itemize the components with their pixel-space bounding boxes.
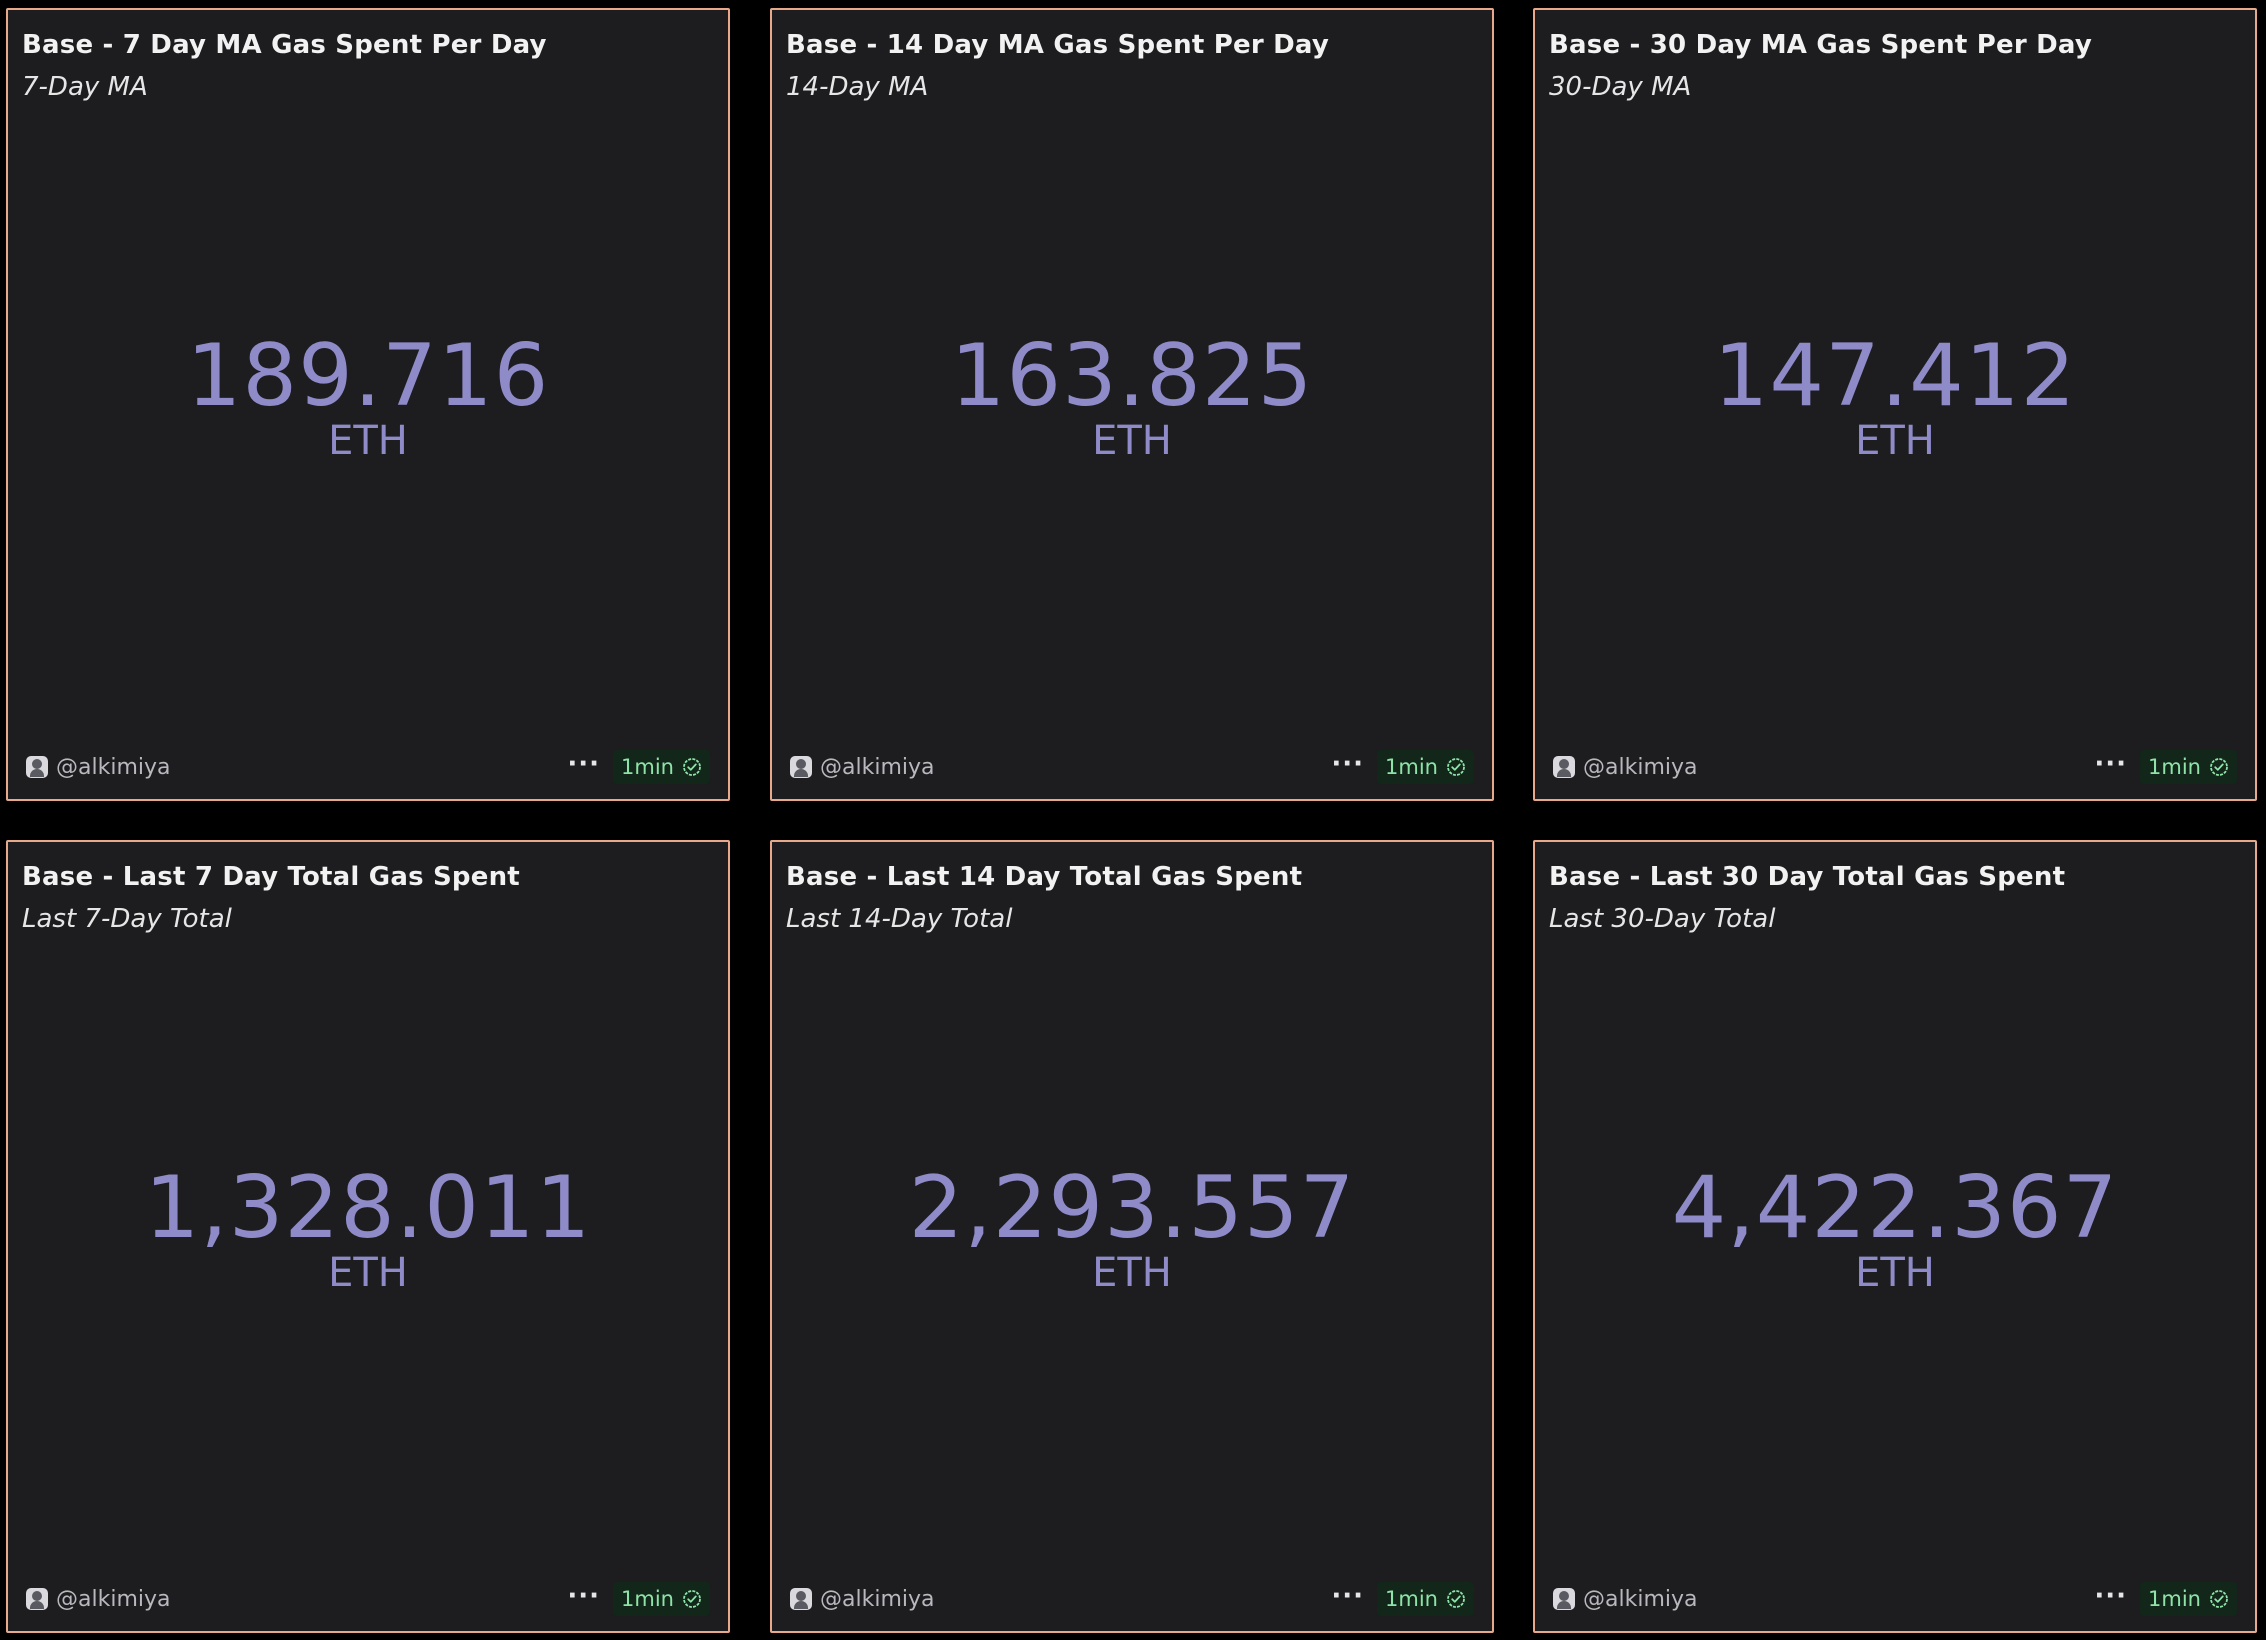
author-link[interactable]: @alkimiya xyxy=(1553,1581,1698,1617)
card-footer: @alkimiya ··· 1min xyxy=(772,1581,1492,1617)
card-subtitle: Last 14-Day Total xyxy=(786,904,1013,934)
card-subtitle: Last 7-Day Total xyxy=(22,904,232,934)
refresh-status-badge[interactable]: 1min xyxy=(613,750,710,784)
more-options-icon[interactable]: ··· xyxy=(1331,749,1364,779)
avatar-icon xyxy=(790,756,812,778)
refresh-status-badge[interactable]: 1min xyxy=(2140,750,2237,784)
check-circle-icon xyxy=(683,758,701,776)
avatar-icon xyxy=(790,1588,812,1610)
counter-value-block: 2,293.557 ETH xyxy=(772,1160,1492,1296)
card-title[interactable]: Base - Last 7 Day Total Gas Spent xyxy=(22,862,520,892)
avatar-icon xyxy=(26,756,48,778)
refresh-status-badge[interactable]: 1min xyxy=(1377,750,1474,784)
author-link[interactable]: @alkimiya xyxy=(26,749,171,785)
author-name: @alkimiya xyxy=(1583,754,1698,780)
refresh-interval-label: 1min xyxy=(621,1587,674,1611)
check-circle-icon xyxy=(2210,1590,2228,1608)
author-link[interactable]: @alkimiya xyxy=(790,749,935,785)
author-name: @alkimiya xyxy=(1583,1586,1698,1612)
refresh-status-badge[interactable]: 1min xyxy=(2140,1582,2237,1616)
card-subtitle: 14-Day MA xyxy=(786,72,929,102)
more-options-icon[interactable]: ··· xyxy=(1331,1581,1364,1611)
author-name: @alkimiya xyxy=(56,1586,171,1612)
card-subtitle: 7-Day MA xyxy=(22,72,148,102)
refresh-interval-label: 1min xyxy=(2148,755,2201,779)
counter-value: 163.825 xyxy=(950,326,1314,426)
counter-value: 189.716 xyxy=(186,326,550,426)
counter-unit: ETH xyxy=(1855,418,1935,464)
counter-value-block: 147.412 ETH xyxy=(1535,328,2255,464)
author-link[interactable]: @alkimiya xyxy=(1553,749,1698,785)
counter-card: Base - 14 Day MA Gas Spent Per Day 14-Da… xyxy=(770,8,1494,801)
counter-value: 1,328.011 xyxy=(144,1158,592,1258)
counter-value-block: 163.825 ETH xyxy=(772,328,1492,464)
check-circle-icon xyxy=(1447,1590,1465,1608)
refresh-interval-label: 1min xyxy=(1385,755,1438,779)
check-circle-icon xyxy=(1447,758,1465,776)
avatar-icon xyxy=(1553,756,1575,778)
author-name: @alkimiya xyxy=(820,1586,935,1612)
counter-value: 147.412 xyxy=(1713,326,2077,426)
more-options-icon[interactable]: ··· xyxy=(2094,749,2127,779)
counter-card: Base - Last 30 Day Total Gas Spent Last … xyxy=(1533,840,2257,1633)
refresh-status-badge[interactable]: 1min xyxy=(1377,1582,1474,1616)
card-title[interactable]: Base - 7 Day MA Gas Spent Per Day xyxy=(22,30,547,60)
avatar-icon xyxy=(1553,1588,1575,1610)
counter-card: Base - Last 14 Day Total Gas Spent Last … xyxy=(770,840,1494,1633)
more-options-icon[interactable]: ··· xyxy=(567,1581,600,1611)
card-title[interactable]: Base - Last 14 Day Total Gas Spent xyxy=(786,862,1303,892)
counter-value-block: 4,422.367 ETH xyxy=(1535,1160,2255,1296)
card-title[interactable]: Base - 14 Day MA Gas Spent Per Day xyxy=(786,30,1329,60)
refresh-interval-label: 1min xyxy=(1385,1587,1438,1611)
card-subtitle: Last 30-Day Total xyxy=(1549,904,1776,934)
card-footer: @alkimiya ··· 1min xyxy=(8,1581,728,1617)
card-title[interactable]: Base - 30 Day MA Gas Spent Per Day xyxy=(1549,30,2092,60)
card-footer: @alkimiya ··· 1min xyxy=(772,749,1492,785)
refresh-status-badge[interactable]: 1min xyxy=(613,1582,710,1616)
card-footer: @alkimiya ··· 1min xyxy=(1535,1581,2255,1617)
avatar-icon xyxy=(26,1588,48,1610)
card-footer: @alkimiya ··· 1min xyxy=(8,749,728,785)
counter-unit: ETH xyxy=(328,1250,408,1296)
more-options-icon[interactable]: ··· xyxy=(567,749,600,779)
author-name: @alkimiya xyxy=(56,754,171,780)
card-subtitle: 30-Day MA xyxy=(1549,72,1692,102)
card-title[interactable]: Base - Last 30 Day Total Gas Spent xyxy=(1549,862,2066,892)
counter-unit: ETH xyxy=(1855,1250,1935,1296)
counter-unit: ETH xyxy=(1092,1250,1172,1296)
author-link[interactable]: @alkimiya xyxy=(26,1581,171,1617)
check-circle-icon xyxy=(683,1590,701,1608)
check-circle-icon xyxy=(2210,758,2228,776)
counter-value-block: 1,328.011 ETH xyxy=(8,1160,728,1296)
counter-unit: ETH xyxy=(1092,418,1172,464)
counter-value: 2,293.557 xyxy=(908,1158,1356,1258)
refresh-interval-label: 1min xyxy=(621,755,674,779)
refresh-interval-label: 1min xyxy=(2148,1587,2201,1611)
more-options-icon[interactable]: ··· xyxy=(2094,1581,2127,1611)
counter-value: 4,422.367 xyxy=(1671,1158,2119,1258)
card-footer: @alkimiya ··· 1min xyxy=(1535,749,2255,785)
counter-unit: ETH xyxy=(328,418,408,464)
author-name: @alkimiya xyxy=(820,754,935,780)
author-link[interactable]: @alkimiya xyxy=(790,1581,935,1617)
counter-value-block: 189.716 ETH xyxy=(8,328,728,464)
counter-card: Base - 30 Day MA Gas Spent Per Day 30-Da… xyxy=(1533,8,2257,801)
counter-card: Base - 7 Day MA Gas Spent Per Day 7-Day … xyxy=(6,8,730,801)
counter-card: Base - Last 7 Day Total Gas Spent Last 7… xyxy=(6,840,730,1633)
